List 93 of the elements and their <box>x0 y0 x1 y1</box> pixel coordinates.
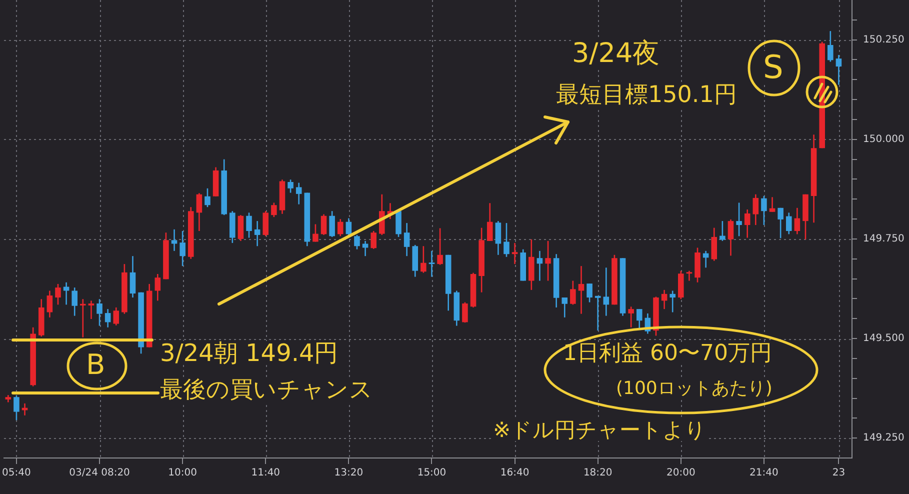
candlestick <box>752 194 759 226</box>
annotation: (100ロットあたり) <box>616 378 772 399</box>
candlestick <box>711 227 718 262</box>
y-tick-label: 149.500 <box>863 333 904 344</box>
candlestick <box>570 280 576 306</box>
candlestick <box>512 242 518 265</box>
annotation: B <box>86 348 106 381</box>
candlestick <box>396 208 402 238</box>
candlestick <box>88 300 94 320</box>
x-tick-label: 03/24 08:20 <box>69 468 130 479</box>
candlestick <box>545 240 551 282</box>
candlestick <box>180 230 186 267</box>
candlestick <box>404 222 410 257</box>
candlestick <box>196 192 202 232</box>
x-tick-label: 15:00 <box>417 468 446 479</box>
candlestick <box>312 224 318 242</box>
candlestick <box>495 220 502 256</box>
candlestick <box>337 218 344 237</box>
candlestick <box>562 296 568 318</box>
candlestick <box>528 238 534 291</box>
annotation: ※ドル円チャートより <box>493 418 707 442</box>
candlestick <box>246 212 252 238</box>
annotation: 最後の買いチャンス <box>160 377 373 403</box>
x-tick-label: 16:40 <box>500 468 530 479</box>
candlestick <box>329 210 335 238</box>
x-tick-label: 05:40 <box>2 468 31 479</box>
candlestick <box>55 283 61 306</box>
y-tick-label: 150.000 <box>863 134 904 145</box>
candlestick <box>171 228 178 252</box>
x-tick-label: 18:20 <box>583 468 612 479</box>
candlestick <box>130 255 136 298</box>
candlestick <box>661 289 668 310</box>
candlestick <box>744 208 750 238</box>
candlestick <box>761 195 767 226</box>
candlestick <box>72 286 78 316</box>
candlestick <box>354 234 360 250</box>
x-tick-label: 21:40 <box>750 468 778 479</box>
x-tick-label: 11:40 <box>251 468 280 479</box>
candlestick <box>154 273 161 302</box>
candlestick <box>238 214 244 242</box>
candlestick <box>778 207 784 239</box>
candlestick <box>204 188 210 208</box>
candlestick <box>63 282 70 306</box>
candlestick <box>346 218 352 238</box>
candlestick <box>288 178 294 194</box>
annotation: 3/24夜 <box>572 38 660 69</box>
candlestick <box>46 290 53 318</box>
candlestick <box>486 202 493 242</box>
candlestick <box>728 218 734 256</box>
y-tick-label: 150.250 <box>863 34 904 46</box>
candlestick <box>720 220 726 242</box>
x-tick-label: 13:20 <box>334 468 364 479</box>
candlestick <box>504 222 510 258</box>
candlestick <box>769 196 776 213</box>
candlestick <box>794 207 800 235</box>
candlestick <box>437 228 443 266</box>
candlestick <box>113 306 120 326</box>
candlestick <box>836 54 842 86</box>
candlestick <box>736 202 742 237</box>
x-tick-label: 23 <box>832 468 846 479</box>
candlestick <box>362 240 368 257</box>
candlestick <box>578 265 584 314</box>
candlestick <box>678 270 684 300</box>
candlestick <box>370 230 376 250</box>
candlestick <box>254 220 260 247</box>
candlestick <box>80 298 86 338</box>
candlestick <box>636 308 642 330</box>
x-tick-label: 10:00 <box>168 468 197 479</box>
candlestick <box>320 214 327 236</box>
candlestick <box>96 298 102 326</box>
candlestick <box>670 290 676 313</box>
candlestick <box>686 270 692 282</box>
x-tick-label: 20:00 <box>666 468 696 479</box>
candlestick <box>586 282 592 303</box>
y-tick-label: 149.250 <box>863 432 904 444</box>
annotation: 3/24朝 149.4円 <box>160 339 338 367</box>
candlestick <box>594 295 601 332</box>
candlestick <box>420 245 426 274</box>
candlestick <box>428 250 435 278</box>
annotation: S <box>763 48 784 86</box>
annotation: 最短目標150.1円 <box>556 82 737 108</box>
y-tick-label: 149.750 <box>863 234 904 245</box>
candlestick <box>828 30 834 62</box>
candlestick <box>628 306 634 328</box>
candlestick <box>536 250 543 282</box>
candlestick <box>14 394 20 421</box>
candlestick <box>786 212 792 235</box>
candlestick <box>296 182 302 205</box>
candlestick <box>462 302 468 324</box>
candlestick <box>262 210 269 237</box>
candlestick <box>271 202 277 218</box>
candlestick <box>603 266 610 316</box>
candlestick <box>104 308 111 328</box>
